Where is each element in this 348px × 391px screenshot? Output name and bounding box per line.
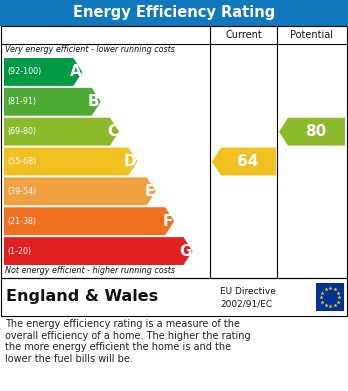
Text: (69-80): (69-80) — [7, 127, 36, 136]
Bar — [316, 283, 344, 311]
Text: England & Wales: England & Wales — [6, 289, 158, 305]
Text: (21-38): (21-38) — [7, 217, 36, 226]
Text: 64: 64 — [237, 154, 258, 169]
Polygon shape — [4, 237, 192, 265]
Text: G: G — [179, 244, 191, 258]
Polygon shape — [4, 118, 119, 145]
Polygon shape — [4, 207, 174, 235]
Text: Current: Current — [225, 30, 262, 40]
Text: The energy efficiency rating is a measure of the
overall efficiency of a home. T: The energy efficiency rating is a measur… — [5, 319, 251, 364]
Text: F: F — [163, 214, 173, 229]
Polygon shape — [279, 118, 345, 145]
Text: Energy Efficiency Rating: Energy Efficiency Rating — [73, 5, 275, 20]
Text: Very energy efficient - lower running costs: Very energy efficient - lower running co… — [5, 45, 175, 54]
Text: Not energy efficient - higher running costs: Not energy efficient - higher running co… — [5, 266, 175, 275]
Bar — [1, 26, 347, 278]
Text: 2002/91/EC: 2002/91/EC — [220, 300, 272, 308]
Bar — [1, 278, 347, 316]
Polygon shape — [4, 178, 156, 205]
Text: (81-91): (81-91) — [7, 97, 36, 106]
Text: (55-68): (55-68) — [7, 157, 36, 166]
Polygon shape — [212, 147, 276, 176]
Text: A: A — [70, 65, 81, 79]
Text: C: C — [107, 124, 118, 139]
Text: E: E — [144, 184, 155, 199]
Text: EU Directive: EU Directive — [220, 287, 276, 296]
Text: 80: 80 — [305, 124, 326, 139]
Bar — [0, 278, 348, 316]
Text: Potential: Potential — [290, 30, 333, 40]
Polygon shape — [4, 58, 82, 86]
Polygon shape — [4, 88, 101, 116]
Bar — [0, 0, 348, 26]
Text: (1-20): (1-20) — [7, 247, 31, 256]
Text: (92-100): (92-100) — [7, 67, 41, 76]
Text: D: D — [124, 154, 136, 169]
Polygon shape — [4, 147, 137, 176]
Text: (39-54): (39-54) — [7, 187, 36, 196]
Text: B: B — [88, 94, 100, 109]
